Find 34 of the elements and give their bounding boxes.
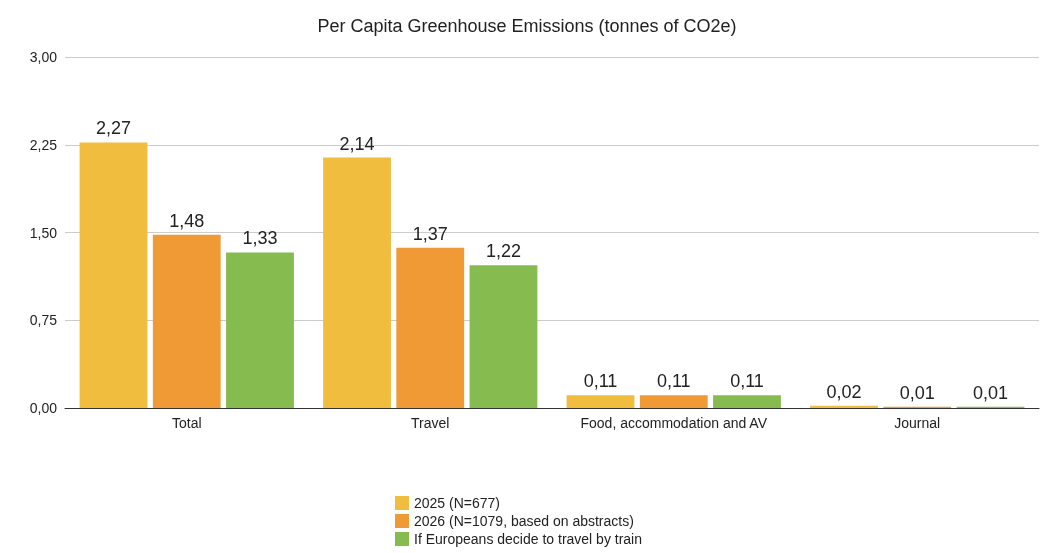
- data-label: 0,11: [656, 371, 691, 392]
- data-label: 1,22: [485, 241, 522, 262]
- y-tick-label: 0,75: [29, 312, 58, 329]
- x-tick-label: Food, accommodation and AV: [580, 415, 768, 431]
- legend-label: 2025 (N=677): [414, 495, 501, 511]
- bar: [79, 142, 148, 408]
- data-label: 2,14: [339, 133, 375, 154]
- y-tick-label: 2,25: [29, 136, 58, 153]
- x-tick-label: Journal: [894, 415, 941, 431]
- y-tick-label: 3,00: [29, 49, 58, 65]
- data-label: 1,48: [169, 210, 205, 231]
- y-tick-label: 0,00: [29, 400, 58, 416]
- bar: [639, 395, 708, 408]
- bar: [566, 395, 635, 408]
- x-tick-label: Total: [171, 415, 202, 431]
- bar: [713, 395, 781, 408]
- chart-title: Per Capita Greenhouse Emissions (tonnes of CO2e): [317, 16, 737, 36]
- data-label: 0,11: [583, 371, 618, 392]
- x-tick-label: Travel: [411, 415, 450, 431]
- data-label: 0,11: [730, 371, 764, 392]
- legend-label: 2026 (N=1079, based on abstracts): [414, 513, 634, 529]
- data-label: 1,33: [242, 228, 278, 249]
- legend-label: If Europeans decide to travel by train: [414, 531, 643, 547]
- data-label: 0,02: [826, 381, 862, 402]
- data-label: 0,01: [899, 382, 935, 403]
- bar: [469, 265, 538, 408]
- bar: [226, 252, 294, 408]
- data-label: 2,27: [95, 118, 132, 139]
- data-label: 1,37: [412, 223, 448, 244]
- bar: [323, 157, 391, 408]
- bar: [396, 247, 465, 408]
- data-label: 0,01: [972, 382, 1009, 403]
- bar: [152, 234, 221, 408]
- y-tick-label: 1,50: [29, 224, 58, 241]
